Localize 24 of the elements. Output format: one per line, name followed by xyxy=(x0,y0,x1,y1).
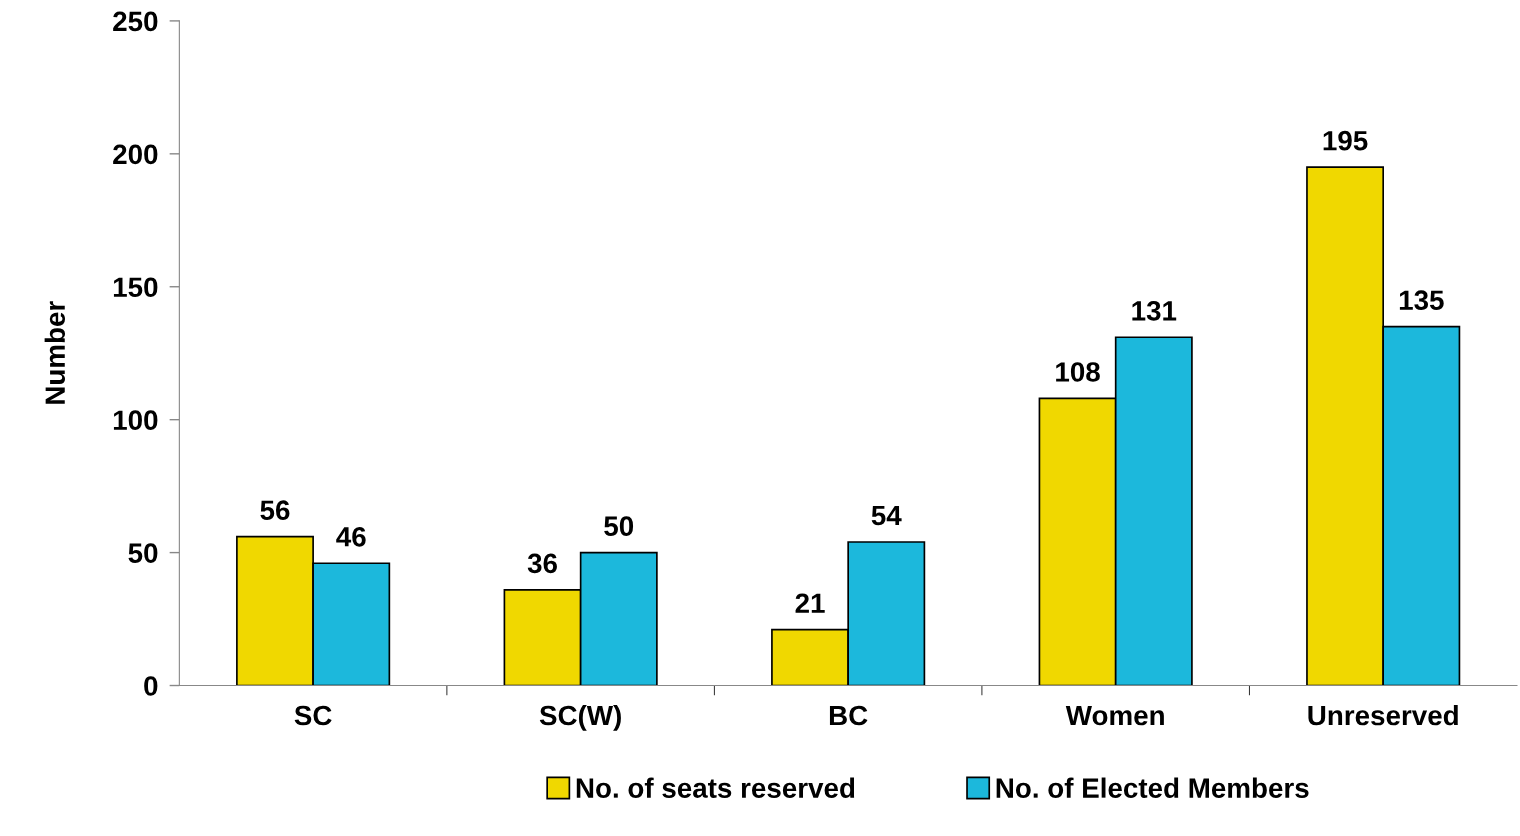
data-label: 54 xyxy=(871,505,902,526)
data-label: 21 xyxy=(795,593,825,613)
y-tick-label: 0 xyxy=(144,676,158,696)
y-axis-title: Number xyxy=(44,301,66,404)
data-label: 135 xyxy=(1399,290,1444,311)
x-tick-label: Unreserved xyxy=(1308,704,1458,726)
data-label: 108 xyxy=(1056,362,1100,382)
data-label: 56 xyxy=(260,500,290,521)
data-label: 36 xyxy=(527,553,557,574)
data-label: 50 xyxy=(604,516,634,536)
x-tick-label: SC(W) xyxy=(539,704,621,731)
data-label: 131 xyxy=(1132,300,1177,321)
y-tick-label: 250 xyxy=(113,11,158,32)
y-tick-label: 200 xyxy=(113,144,158,165)
y-tick-label: 150 xyxy=(113,277,158,298)
legend-label: No. of Elected Members xyxy=(996,777,1309,798)
data-label: 46 xyxy=(336,526,366,547)
y-tick-label: 50 xyxy=(128,543,158,563)
y-tick-label: 100 xyxy=(113,410,158,431)
x-tick-label: SC xyxy=(294,705,332,726)
legend-label: No. of seats reserved xyxy=(576,777,855,798)
x-tick-label: BC xyxy=(829,705,868,726)
x-tick-label: Women xyxy=(1065,705,1164,726)
data-label: 195 xyxy=(1323,130,1368,151)
